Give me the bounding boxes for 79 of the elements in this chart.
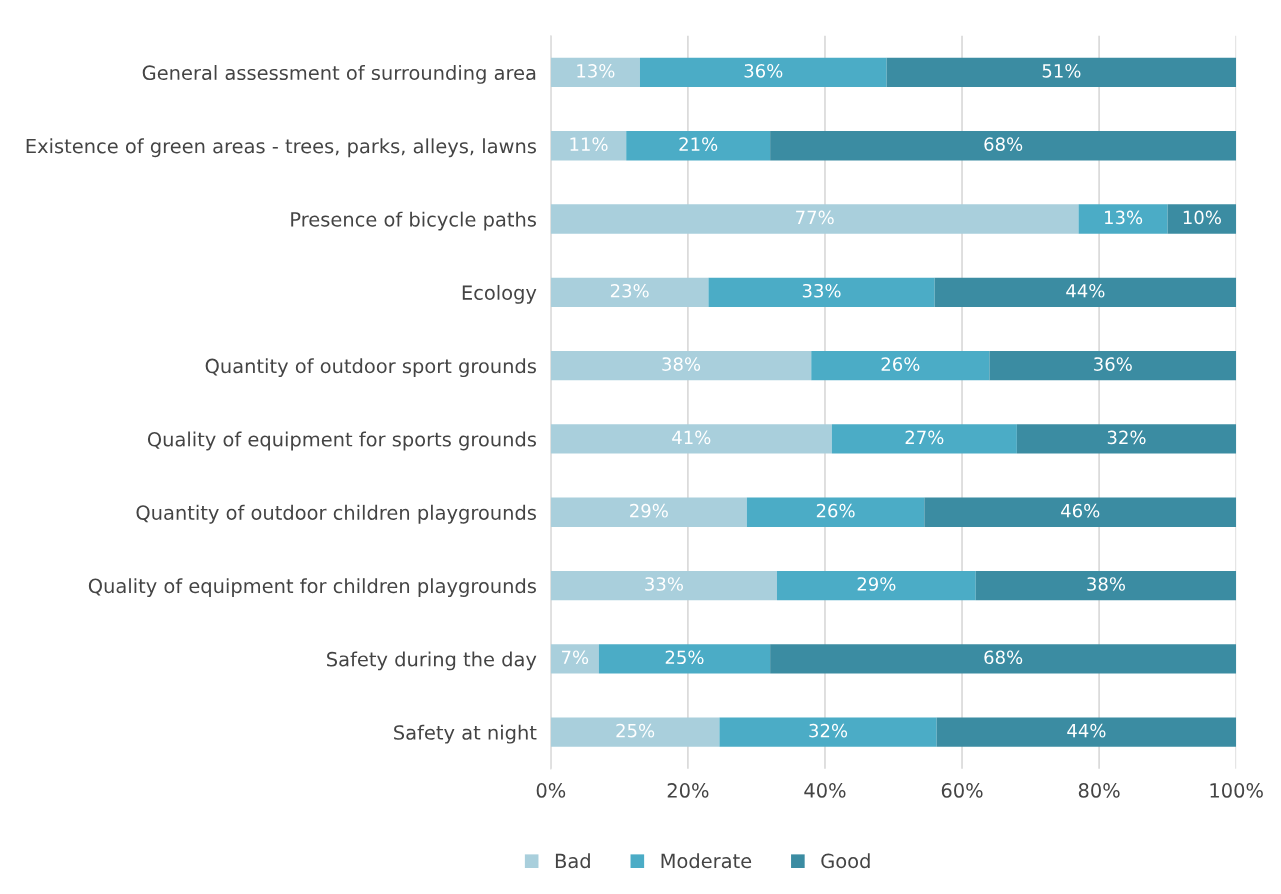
y-tick-label: Quality of equipment for sports grounds [147,431,536,451]
data-label: 10% [1183,210,1221,225]
data-label: 46% [1061,503,1100,518]
bar [550,424,832,454]
bar [1167,204,1237,234]
data-label: 44% [1067,723,1106,738]
data-label: 32% [809,723,848,738]
data-label: 11% [570,137,608,151]
data-label: 32% [1107,430,1146,445]
bar [989,350,1237,381]
data-label: 77% [796,210,834,225]
x-tick-label: 20% [667,783,709,798]
data-label: 33% [802,283,841,298]
data-label: 36% [1094,357,1132,371]
data-label: 29% [857,577,896,591]
y-tick-label: Safety during the day [327,651,537,671]
data-label: 13% [577,64,615,78]
bar [550,204,1079,234]
data-label: 26% [816,503,855,518]
data-label: 26% [881,357,920,371]
bar [550,570,777,601]
bar [1078,204,1168,234]
data-label: 33% [645,577,683,591]
x-tick-label: 60% [941,783,983,798]
y-tick-label: General assessment of surrounding area [142,65,536,84]
x-tick-label: 80% [1078,783,1120,798]
y-tick-label: Quantity of outdoor children playgrounds [136,504,536,524]
y-tick-label: Presence of bicycle paths [291,211,536,231]
data-label: 44% [1066,283,1105,298]
data-label: 36% [744,64,783,78]
bar [770,644,1237,674]
x-tick-label: 100% [1210,783,1263,798]
bar [550,277,709,307]
bar [746,497,925,527]
bar [811,350,990,381]
data-label: 21% [679,137,718,151]
y-tick-label: Quantity of outdoor sport grounds [205,358,536,378]
data-label: 38% [1087,577,1126,591]
bar [598,644,771,674]
bar [719,717,937,747]
data-label: 25% [665,650,704,665]
bar [550,57,640,88]
bar [639,57,887,88]
bar [550,131,627,161]
bar [550,717,720,747]
x-tick-label: 0% [536,783,566,798]
y-tick-label: Ecology [462,284,537,304]
legend-label: Good [821,853,870,869]
bar [626,131,771,161]
y-tick-label: Quality of equipment for children playgrounds [88,578,536,597]
data-label: 51% [1042,64,1081,78]
data-label: 13% [1105,210,1143,225]
legend-label: Bad [555,853,590,869]
bar [708,277,935,307]
data-label: 25% [616,723,655,738]
bar [550,497,747,527]
bar [776,570,976,601]
bar [886,57,1237,88]
bar [1016,424,1237,454]
bar [550,350,812,381]
x-tick-label: 40% [804,783,846,798]
data-label: 41% [672,430,711,445]
legend-label: Moderate [661,853,752,869]
data-label: 68% [984,650,1023,665]
bar [924,497,1237,527]
bar [831,424,1017,454]
bar [934,277,1237,307]
bar [975,570,1237,601]
data-label: 38% [662,357,701,371]
data-label: 29% [630,503,668,518]
data-label: 7% [561,650,589,665]
y-tick-label: Existence of green areas - trees, parks, alleys, lawns [26,138,536,158]
y-tick-label: Safety at night [394,724,537,744]
data-label: 68% [984,137,1023,151]
data-label: 23% [610,283,649,298]
bar [770,131,1237,161]
bar [550,644,599,674]
data-label: 27% [905,430,944,445]
bar [936,717,1237,747]
